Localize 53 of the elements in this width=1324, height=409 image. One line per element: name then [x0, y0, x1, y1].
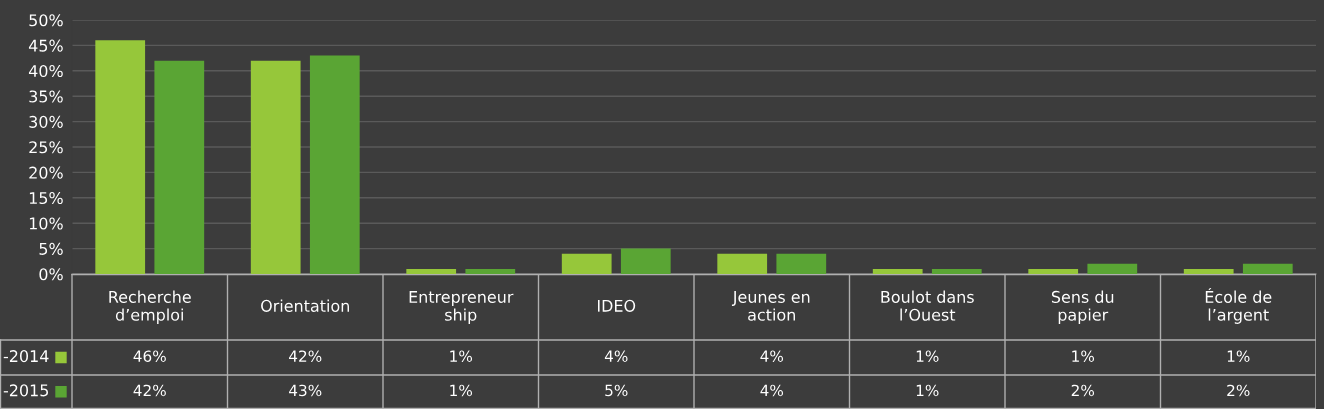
data-label: 46%: [133, 350, 166, 362]
y-tick-label: 50%: [29, 14, 63, 27]
x-tick-label: École de l’argent: [1205, 287, 1272, 324]
data-label: 42%: [133, 384, 166, 397]
bar: [1242, 263, 1293, 274]
bar: [95, 40, 146, 274]
bar: [561, 253, 612, 274]
legend-label: -2015: [3, 384, 49, 397]
data-label: 1%: [916, 384, 939, 397]
bar: [154, 60, 205, 274]
bar: [465, 268, 516, 274]
data-label: 1%: [450, 350, 473, 362]
data-label: 4%: [760, 350, 784, 362]
x-tick-label: IDEO: [597, 299, 636, 312]
data-label: 43%: [289, 384, 322, 397]
bar: [1087, 263, 1138, 274]
y-tick-label: 30%: [29, 115, 63, 128]
y-tick-label: 0%: [39, 268, 63, 281]
legend-label: -2014: [3, 350, 49, 363]
y-tick-label: 25%: [29, 141, 63, 154]
x-tick-label: Entrepreneur ship: [409, 291, 514, 324]
y-tick-label: 40%: [28, 65, 63, 78]
data-label: 42%: [289, 350, 322, 362]
y-tick-label: 35%: [29, 90, 63, 103]
data-label: 4%: [760, 384, 784, 397]
data-label: 1%: [1072, 350, 1095, 362]
x-tick-label: Boulot dans l’Ouest: [881, 290, 974, 321]
bar: [309, 55, 360, 274]
bar: [1028, 268, 1079, 274]
bar: [620, 248, 671, 274]
data-label: 4%: [604, 350, 628, 362]
x-tick-label: Orientation: [261, 299, 349, 312]
y-tick-label: 15%: [29, 192, 63, 205]
x-tick-label: Jeunes en action: [731, 291, 810, 321]
data-label: 1%: [1227, 350, 1250, 362]
bar: [250, 60, 301, 274]
data-label: 2%: [1227, 384, 1250, 397]
data-label: 1%: [916, 350, 939, 362]
bar: [406, 268, 457, 274]
y-tick-label: 5%: [39, 242, 63, 255]
bar: [931, 268, 982, 274]
bar: [776, 253, 827, 274]
bar: [1183, 268, 1234, 274]
x-tick-label: Recherche d’emploi: [109, 290, 191, 324]
data-label: 1%: [450, 384, 473, 397]
y-tick-label: 20%: [29, 166, 63, 179]
data-label: 2%: [1071, 384, 1095, 397]
bar: [717, 253, 768, 274]
y-tick-label: 45%: [28, 39, 63, 52]
y-tick-label: 10%: [29, 217, 63, 230]
x-tick-label: Sens du papier: [1051, 290, 1114, 324]
bar: [872, 268, 923, 274]
data-label: 5%: [605, 384, 628, 397]
